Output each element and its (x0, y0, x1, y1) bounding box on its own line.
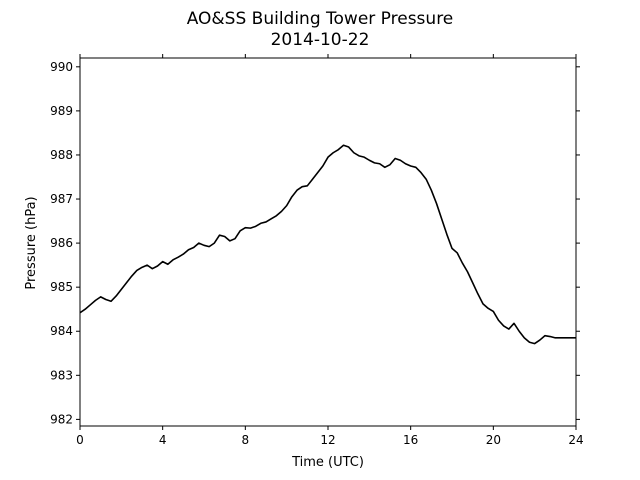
y-tick-label: 982 (50, 412, 73, 426)
chart-title: AO&SS Building Tower Pressure (187, 9, 454, 29)
y-axis-label: Pressure (hPa) (24, 196, 39, 289)
y-tick-label: 986 (50, 236, 73, 250)
x-tick-label: 24 (568, 433, 583, 447)
plot-frame (79, 57, 577, 427)
y-tick-label: 984 (50, 324, 73, 338)
x-axis-label: Time (UTC) (291, 455, 364, 470)
x-tick-label: 12 (320, 433, 335, 447)
y-tick-label: 989 (50, 104, 73, 118)
x-tick-label: 4 (159, 433, 167, 447)
y-tick-label: 987 (50, 192, 73, 206)
x-tick-label: 0 (76, 433, 84, 447)
plot-area: 0 4 8 12 16 20 24 982 983 984 985 986 987 988 989 990 (50, 54, 584, 447)
y-tick-label: 990 (50, 60, 73, 74)
x-tick-label: 8 (242, 433, 250, 447)
y-tick-label: 983 (50, 368, 73, 382)
y-tick-label: 985 (50, 280, 73, 294)
x-tick-label: 16 (403, 433, 418, 447)
pressure-series-line (79, 144, 576, 345)
chart-subtitle: 2014-10-22 (271, 30, 370, 50)
x-tick-label: 20 (486, 433, 501, 447)
y-tick-label: 988 (50, 148, 73, 162)
